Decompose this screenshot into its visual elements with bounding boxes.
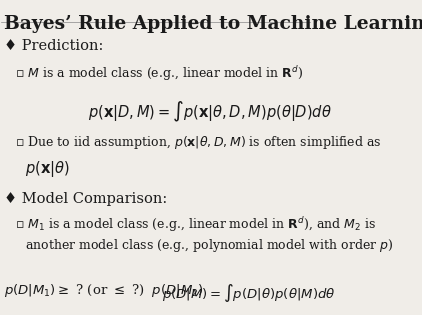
Text: ♦ Prediction:: ♦ Prediction: bbox=[5, 39, 104, 53]
Text: $p(D|M) = \int p(D|\theta)p(\theta|M)d\theta$: $p(D|M) = \int p(D|\theta)p(\theta|M)d\t… bbox=[162, 282, 335, 304]
Text: Bayes’ Rule Applied to Machine Learning: Bayes’ Rule Applied to Machine Learning bbox=[5, 15, 422, 33]
Text: ▫ Due to iid assumption, $p(\mathbf{x}|\theta, D, M)$ is often simplified as: ▫ Due to iid assumption, $p(\mathbf{x}|\… bbox=[15, 134, 381, 151]
Text: ▫ $M_1$ is a model class (e.g., linear model in $\mathbf{R}^d$), and $M_2$ is: ▫ $M_1$ is a model class (e.g., linear m… bbox=[15, 215, 376, 234]
Text: another model class (e.g., polynomial model with order $p$): another model class (e.g., polynomial mo… bbox=[24, 237, 393, 254]
Text: ▫ $M$ is a model class (e.g., linear model in $\mathbf{R}^d$): ▫ $M$ is a model class (e.g., linear mod… bbox=[15, 64, 304, 83]
Text: $p(\mathbf{x}|\theta)$: $p(\mathbf{x}|\theta)$ bbox=[24, 159, 69, 179]
Text: $p(\mathbf{x}|D, M) = \int p(\mathbf{x}|\theta, D, M)p(\theta|D)d\theta$: $p(\mathbf{x}|D, M) = \int p(\mathbf{x}|… bbox=[88, 100, 332, 124]
Text: $p(D|M_1) \geq$ ? (or $\leq$ ?)  $p(D|M_2)$: $p(D|M_1) \geq$ ? (or $\leq$ ?) $p(D|M_2… bbox=[5, 282, 204, 299]
Text: ♦ Model Comparison:: ♦ Model Comparison: bbox=[5, 192, 168, 206]
